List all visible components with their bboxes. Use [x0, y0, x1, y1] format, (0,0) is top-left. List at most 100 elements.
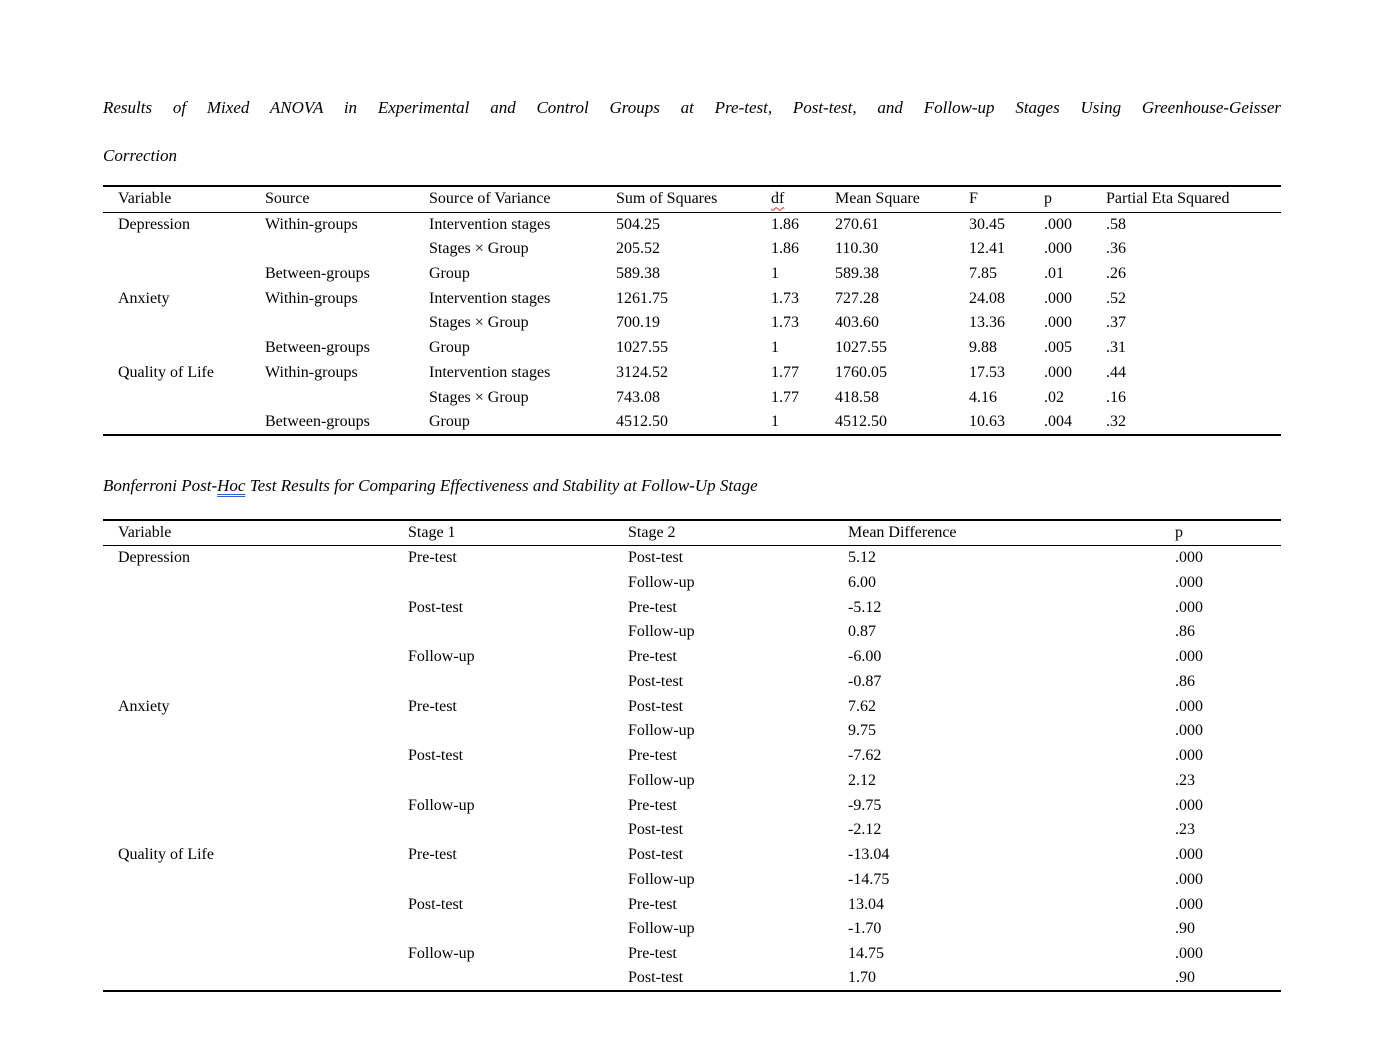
table-cell: [408, 868, 628, 893]
table-cell: Depression: [118, 549, 190, 567]
table-cell: 1: [771, 339, 779, 357]
table-cell: Within-groups: [265, 215, 358, 233]
table-cell: 403.60: [835, 314, 879, 332]
col-header-source: Source: [265, 190, 310, 208]
table-row: Follow-up Pre-test 14.75 .000: [103, 942, 1281, 967]
table-cell: 5.12: [848, 549, 876, 567]
table-cell: Quality of Life: [118, 363, 214, 381]
table-row: Between-groups Group 1027.55 1 1027.55 9.88 .0…: [103, 336, 1281, 361]
table-cell: [265, 237, 429, 262]
table-cell: 2.12: [848, 771, 876, 789]
anova-header-row: Variable Source Source of Variance Sum o…: [103, 186, 1281, 212]
table-cell: 1760.05: [835, 363, 887, 381]
table-cell: [103, 744, 408, 769]
table-cell: 589.38: [835, 264, 879, 282]
col-header-mean-square: Mean Square: [835, 190, 920, 208]
table-cell: Between-groups: [265, 264, 370, 282]
table-cell: 700.19: [616, 314, 660, 332]
table-cell: .000: [1044, 289, 1072, 307]
table-row: Quality of Life Pre-test Post-test -13.04 .0…: [103, 843, 1281, 868]
table-cell: [103, 719, 408, 744]
table-cell: Anxiety: [118, 697, 170, 715]
table-cell: .005: [1044, 339, 1072, 357]
table-cell: [408, 769, 628, 794]
anova-title-line2: Correction: [103, 146, 177, 165]
table-cell: Stages × Group: [429, 388, 529, 406]
table-cell: .52: [1106, 289, 1126, 307]
table-cell: .31: [1106, 339, 1126, 357]
table-cell: [103, 917, 408, 942]
table-row: Post-test -0.87 .86: [103, 670, 1281, 695]
table-row: Follow-up 2.12 .23: [103, 769, 1281, 794]
table-cell: Within-groups: [265, 363, 358, 381]
table-cell: .000: [1044, 363, 1072, 381]
table-cell: [408, 670, 628, 695]
table-cell: [265, 311, 429, 336]
table-cell: Post-test: [628, 697, 684, 715]
table-cell: -1.70: [848, 920, 882, 938]
table-cell: Follow-up: [628, 771, 695, 789]
table-cell: [103, 793, 408, 818]
table-cell: .000: [1044, 215, 1072, 233]
table-row: Post-test Pre-test 13.04 .000: [103, 892, 1281, 917]
table-cell: [265, 385, 429, 410]
table-cell: .000: [1175, 697, 1203, 715]
table-cell: .000: [1044, 240, 1072, 258]
table-cell: 110.30: [835, 240, 879, 258]
table-row: Stages × Group 205.52 1.86 110.30 12.41 .000.…: [103, 237, 1281, 262]
table-cell: .000: [1175, 945, 1203, 963]
table-cell: Pre-test: [628, 648, 677, 666]
col-header-partial-eta-squared: Partial Eta Squared: [1106, 190, 1230, 208]
table-cell: Pre-test: [408, 846, 457, 864]
posthoc-title-prefix: Bonferroni Post-: [103, 475, 218, 495]
table-cell: Stages × Group: [429, 314, 529, 332]
col-header-p: p: [1175, 524, 1183, 541]
table-cell: Intervention stages: [429, 363, 551, 381]
table-cell: .86: [1175, 623, 1195, 641]
table-cell: Pre-test: [628, 747, 677, 765]
table-row: Follow-up 9.75 .000: [103, 719, 1281, 744]
table-cell: -13.04: [848, 846, 890, 864]
table-row: Post-test -2.12 .23: [103, 818, 1281, 843]
table-cell: Quality of Life: [118, 846, 214, 864]
posthoc-table-title: Bonferroni Post-Hoc Test Results for Com…: [103, 474, 1281, 498]
table-cell: [103, 868, 408, 893]
table-cell: [408, 719, 628, 744]
table-cell: Anxiety: [118, 289, 170, 307]
table-row: Anxiety Pre-test Post-test 7.62 .000: [103, 694, 1281, 719]
table-cell: [103, 645, 408, 670]
table-cell: Group: [429, 339, 470, 357]
table-row: Follow-up 0.87 .86: [103, 620, 1281, 645]
posthoc-results-table: Variable Stage 1 Stage 2 Mean Difference…: [103, 518, 1281, 993]
table-cell: .000: [1175, 573, 1203, 591]
table-cell: -5.12: [848, 598, 882, 616]
table-cell: [103, 385, 265, 410]
table-cell: [103, 892, 408, 917]
table-row: Post-test 1.70 .90: [103, 967, 1281, 992]
table-cell: Post-test: [628, 549, 684, 567]
table-cell: 14.75: [848, 945, 884, 963]
table-cell: .16: [1106, 388, 1126, 406]
table-cell: .000: [1175, 796, 1203, 814]
table-cell: -7.62: [848, 747, 882, 765]
table-cell: Follow-up: [628, 870, 695, 888]
table-row: Follow-up -1.70 .90: [103, 917, 1281, 942]
table-cell: 1.73: [771, 289, 799, 307]
col-header-df: df: [771, 186, 835, 212]
table-cell: 1.86: [771, 240, 799, 258]
table-cell: [408, 571, 628, 596]
table-cell: Pre-test: [628, 796, 677, 814]
table-cell: Follow-up: [408, 945, 475, 963]
table-cell: [103, 410, 265, 435]
table-cell: [103, 967, 408, 992]
table-cell: Between-groups: [265, 412, 370, 430]
table-cell: Follow-up: [628, 573, 695, 591]
table-cell: -2.12: [848, 821, 882, 839]
table-cell: .000: [1044, 314, 1072, 332]
table-cell: 418.58: [835, 388, 879, 406]
table-cell: 13.04: [848, 895, 884, 913]
grammar-double-underline: Hoc: [217, 475, 246, 495]
table-cell: Intervention stages: [429, 289, 551, 307]
table-cell: Post-test: [628, 672, 684, 690]
table-cell: Follow-up: [628, 722, 695, 740]
